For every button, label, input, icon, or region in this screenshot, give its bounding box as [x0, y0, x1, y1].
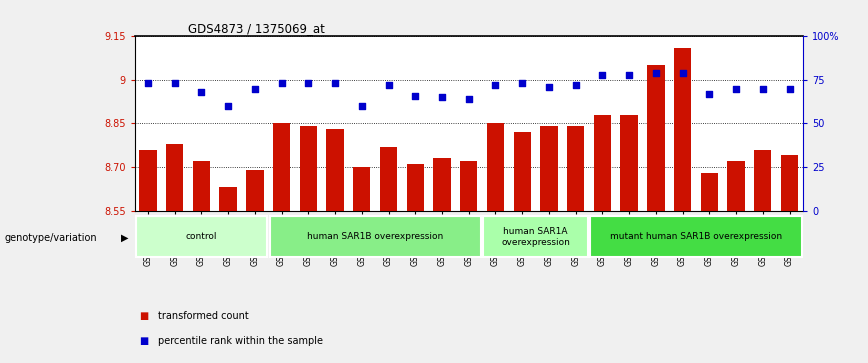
- Bar: [406, 164, 424, 211]
- Point: [542, 84, 556, 90]
- Point: [194, 89, 208, 95]
- Point: [756, 86, 770, 91]
- Point: [729, 86, 743, 91]
- Bar: [270, 216, 481, 257]
- Bar: [193, 161, 210, 211]
- Point: [328, 81, 342, 86]
- Bar: [220, 187, 237, 211]
- Bar: [299, 126, 317, 211]
- Point: [783, 86, 797, 91]
- Text: control: control: [186, 232, 217, 241]
- Point: [274, 81, 288, 86]
- Bar: [166, 144, 183, 211]
- Point: [248, 86, 262, 91]
- Text: human SAR1A
overexpression: human SAR1A overexpression: [501, 227, 570, 246]
- Point: [569, 82, 582, 88]
- Bar: [727, 161, 745, 211]
- Point: [408, 93, 422, 98]
- Point: [141, 81, 155, 86]
- Text: genotype/variation: genotype/variation: [4, 233, 97, 243]
- Point: [462, 96, 476, 102]
- Point: [649, 70, 663, 76]
- Bar: [781, 155, 799, 211]
- Bar: [594, 115, 611, 211]
- Text: percentile rank within the sample: percentile rank within the sample: [158, 336, 323, 346]
- Bar: [590, 216, 801, 257]
- Text: human SAR1B overexpression: human SAR1B overexpression: [307, 232, 444, 241]
- Bar: [483, 216, 588, 257]
- Point: [168, 81, 181, 86]
- Text: ■: ■: [139, 311, 148, 321]
- Point: [675, 70, 689, 76]
- Point: [516, 81, 529, 86]
- Bar: [460, 161, 477, 211]
- Bar: [273, 123, 290, 211]
- Text: GDS4873 / 1375069_at: GDS4873 / 1375069_at: [188, 22, 325, 35]
- Text: ▶: ▶: [121, 233, 128, 243]
- Bar: [247, 170, 264, 211]
- Point: [301, 81, 315, 86]
- Bar: [754, 150, 772, 211]
- Point: [382, 82, 396, 88]
- Text: mutant human SAR1B overexpression: mutant human SAR1B overexpression: [610, 232, 782, 241]
- Bar: [700, 173, 718, 211]
- Bar: [433, 158, 450, 211]
- Point: [595, 72, 609, 78]
- Point: [435, 94, 449, 100]
- Point: [489, 82, 503, 88]
- Text: transformed count: transformed count: [158, 311, 249, 321]
- Point: [622, 72, 636, 78]
- Bar: [326, 129, 344, 211]
- Point: [221, 103, 235, 109]
- Bar: [487, 123, 504, 211]
- Bar: [514, 132, 531, 211]
- Bar: [380, 147, 398, 211]
- Point: [702, 91, 716, 97]
- Bar: [353, 167, 371, 211]
- Point: [355, 103, 369, 109]
- Bar: [621, 115, 638, 211]
- Bar: [540, 126, 557, 211]
- Bar: [648, 65, 665, 211]
- Bar: [674, 48, 691, 211]
- Bar: [136, 216, 266, 257]
- Bar: [567, 126, 584, 211]
- Text: ■: ■: [139, 336, 148, 346]
- Bar: [139, 150, 156, 211]
